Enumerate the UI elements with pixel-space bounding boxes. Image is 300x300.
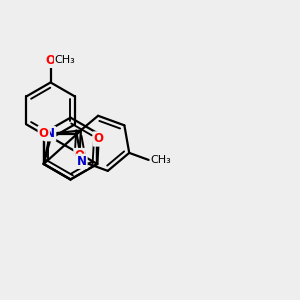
Text: N: N [45,127,55,140]
Text: O: O [74,149,84,162]
Text: N: N [76,155,86,168]
Text: O: O [94,133,104,146]
Text: CH₃: CH₃ [150,155,171,165]
Text: CH₃: CH₃ [54,56,75,65]
Text: O: O [39,127,49,140]
Text: O: O [46,54,56,67]
